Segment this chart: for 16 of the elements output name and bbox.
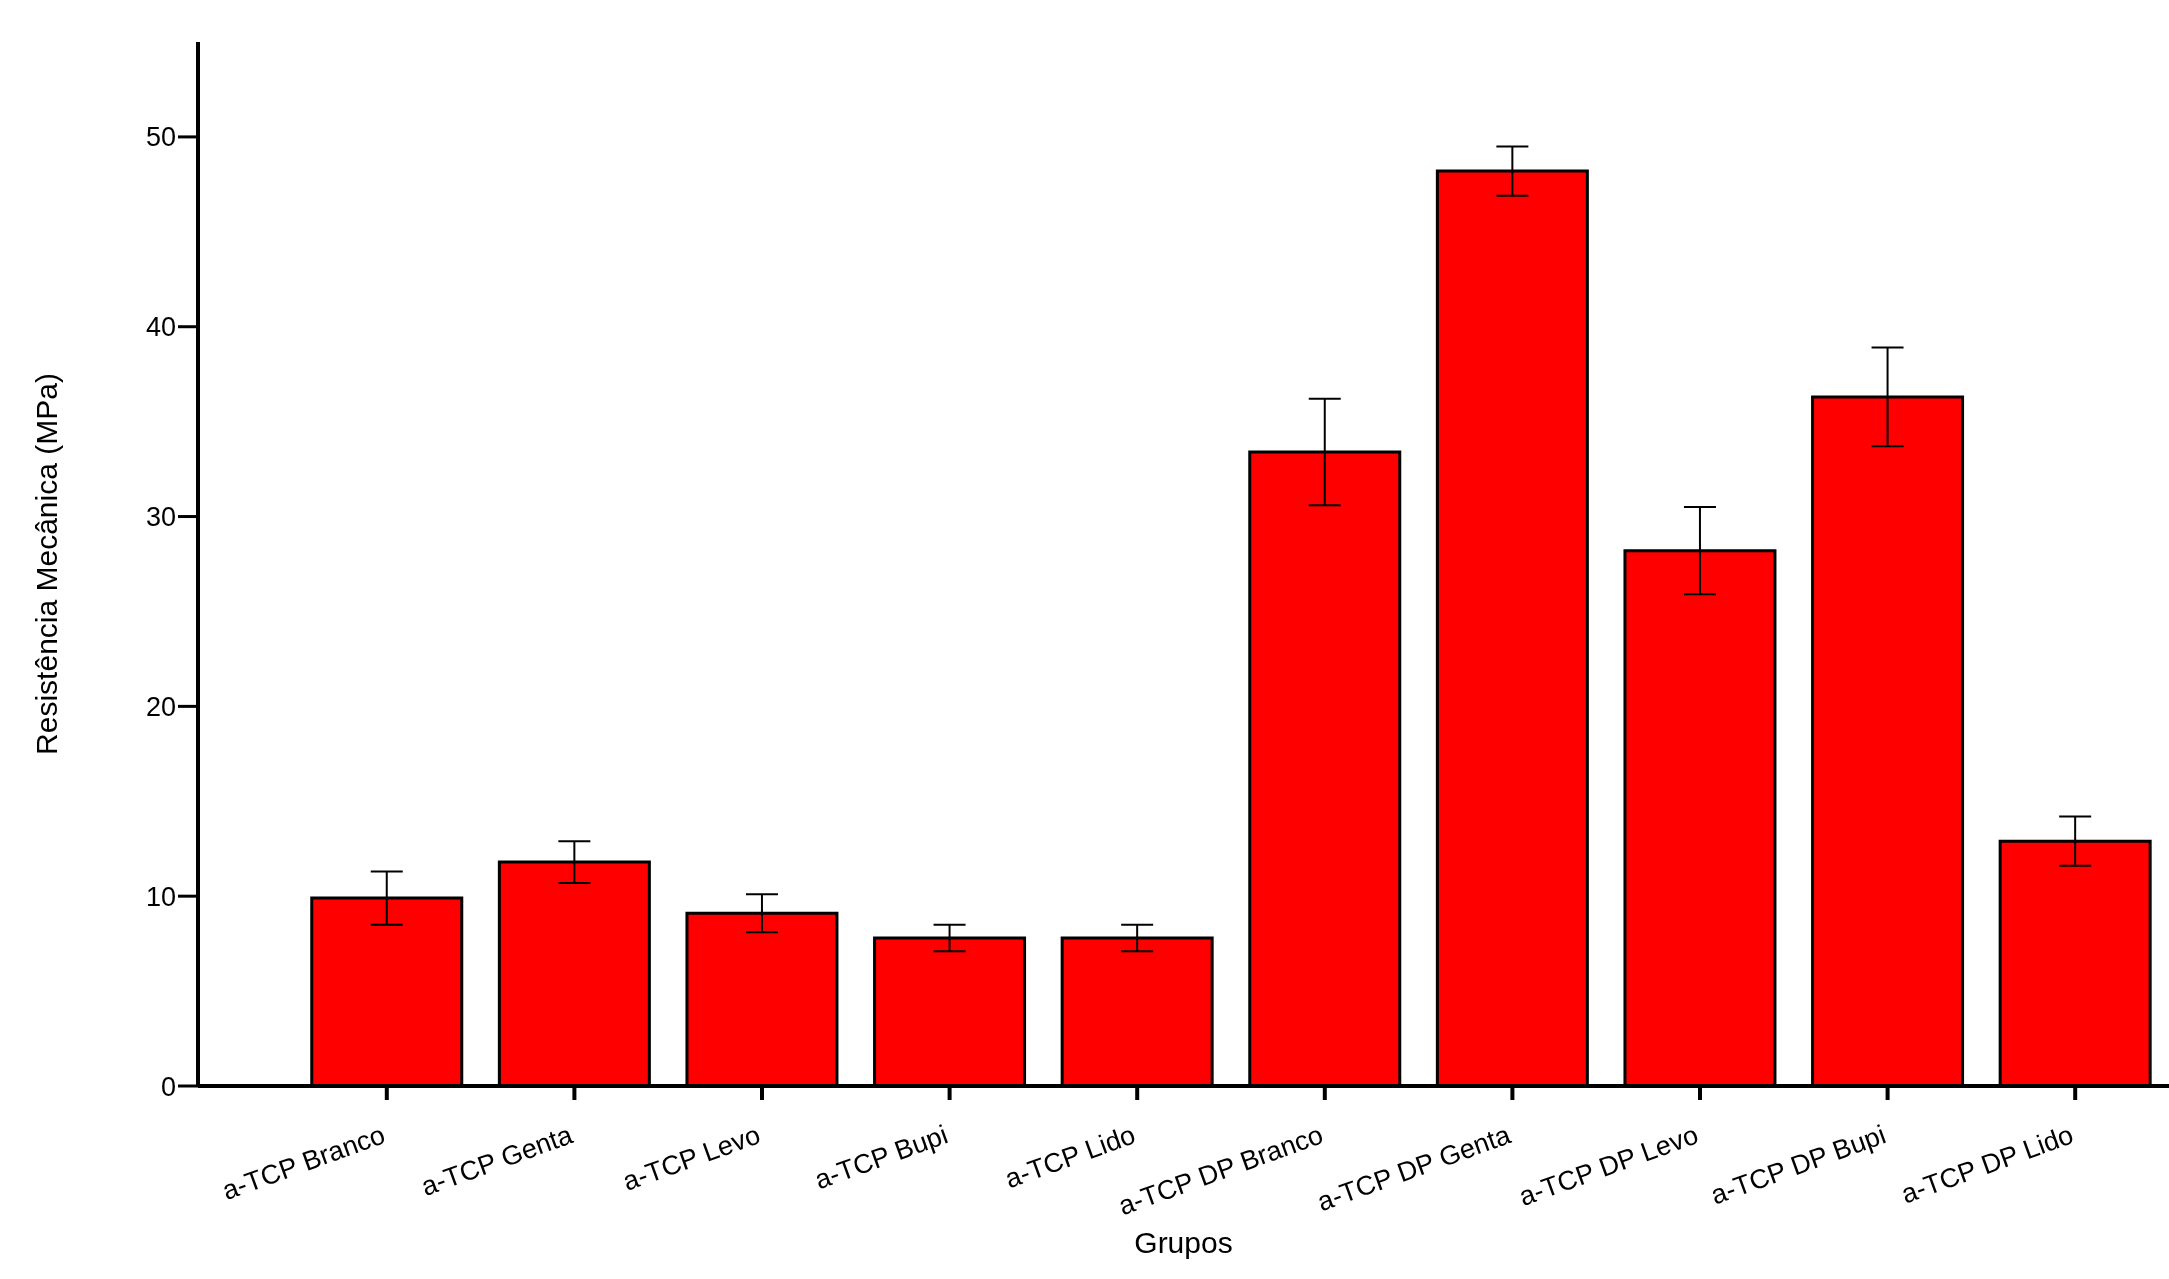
y-tick-label: 50 [145,122,176,153]
x-tick-label: a-TCP Genta [417,1119,578,1202]
y-tick-label: 40 [145,312,176,343]
x-tick-label: a-TCP DP Bupi [1706,1119,1890,1211]
y-axis-title: Resistência Mecânica (MPa) [29,373,63,755]
x-tick-label: a-TCP Branco [218,1119,389,1206]
x-tick-label: a-TCP Bupi [810,1119,952,1196]
y-tick-label: 30 [145,502,176,533]
x-axis-title: Grupos [1134,1226,1233,1259]
x-tick-label: a-TCP DP Levo [1515,1119,1703,1212]
x-tick-label: a-TCP Lido [1001,1119,1140,1195]
y-tick-label: 20 [145,691,176,722]
y-tick-label: 0 [160,1071,176,1102]
x-tick-label: a-TCP DP Lido [1897,1119,2078,1210]
y-tick-label: 10 [145,881,176,912]
x-tick-label: a-TCP Levo [618,1119,765,1197]
